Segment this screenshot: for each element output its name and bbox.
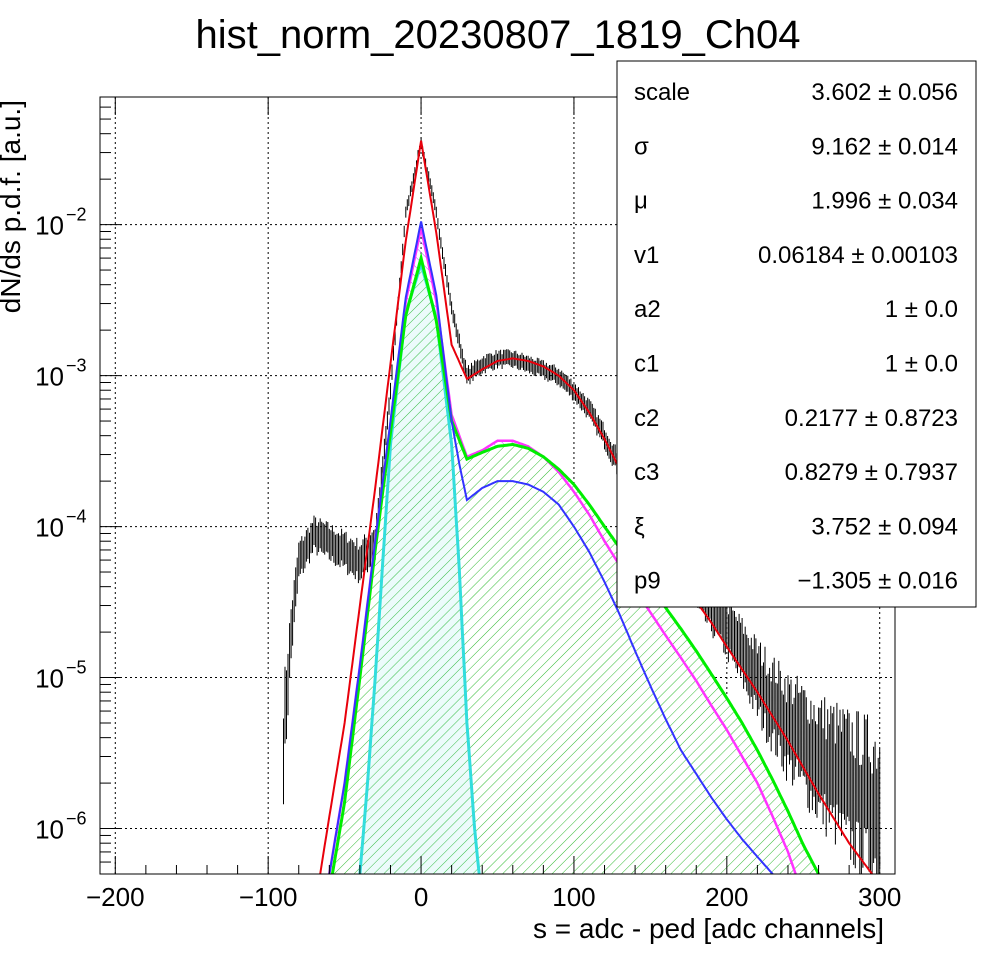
blue-component-curve [328, 221, 774, 874]
pedestal-component-fill [359, 263, 480, 874]
y-tick-label: 10 [35, 815, 64, 845]
stat-value-0: 3.602 ± 0.056 [811, 79, 958, 106]
stat-value-7: 0.8279 ± 0.7937 [785, 459, 958, 486]
stat-name-9: p9 [634, 568, 661, 595]
y-tick-exponent: −3 [66, 356, 87, 376]
x-tick-label: 100 [552, 882, 595, 912]
stat-value-6: 0.2177 ± 0.8723 [785, 405, 958, 432]
stat-name-8: ξ [634, 513, 645, 540]
stat-name-6: c2 [634, 405, 659, 432]
y-tick-exponent: −4 [66, 507, 87, 527]
stat-value-3: 0.06184 ± 0.00103 [758, 242, 958, 269]
stat-name-1: σ [634, 133, 649, 160]
y-tick-label: 10 [35, 362, 64, 392]
x-tick-label: 300 [858, 882, 901, 912]
y-tick-label: 10 [35, 211, 64, 241]
stat-name-2: μ [634, 188, 648, 215]
y-tick-label: 10 [35, 513, 64, 543]
stat-value-8: 3.752 ± 0.094 [811, 513, 958, 540]
green-component-curve [330, 252, 820, 874]
y-tick-base: 10 [35, 362, 64, 392]
y-tick-base: 10 [35, 664, 64, 694]
fit-statistics-box: scale 3.602 ± 0.056 σ 9.162 ± 0.014 μ 1.996 ±… [616, 60, 977, 608]
stat-value-9: −1.305 ± 0.016 [797, 568, 958, 595]
x-tick-label: −100 [239, 882, 298, 912]
total-fit-curve [319, 140, 873, 874]
stat-name-0: scale [634, 79, 690, 106]
y-tick-base: 10 [35, 815, 64, 845]
y-tick-base: 10 [35, 513, 64, 543]
y-tick-label: 10 [35, 664, 64, 694]
chart-title: hist_norm_20230807_1819_Ch04 [196, 13, 801, 57]
stat-value-1: 9.162 ± 0.014 [811, 133, 958, 160]
y-tick-exponent: −5 [66, 658, 87, 678]
stat-value-4: 1 ± 0.0 [885, 296, 958, 323]
x-tick-label: 200 [705, 882, 748, 912]
y-axis-ticks: 10−610−510−410−310−2 [35, 96, 122, 875]
green-component-hatch [332, 258, 819, 874]
y-tick-base: 10 [35, 211, 64, 241]
x-axis-label: s = adc - ped [adc channels] [533, 913, 884, 944]
x-tick-label: −200 [86, 882, 145, 912]
stat-value-5: 1 ± 0.0 [885, 351, 958, 378]
stat-value-2: 1.996 ± 0.034 [811, 188, 958, 215]
stats-box-frame [616, 60, 977, 608]
fit-curves [319, 140, 873, 874]
x-tick-label: 0 [414, 882, 428, 912]
stat-name-3: v1 [634, 242, 659, 269]
y-tick-exponent: −2 [66, 205, 87, 225]
x-axis-ticks: −200 −100 0 100 200 300 [86, 97, 901, 912]
stat-name-7: c3 [634, 459, 659, 486]
stat-name-4: a2 [634, 296, 661, 323]
y-tick-exponent: −6 [66, 809, 87, 829]
stat-name-5: c1 [634, 351, 659, 378]
y-axis-label: dN/ds p.d.f. [a.u.] [0, 100, 26, 313]
